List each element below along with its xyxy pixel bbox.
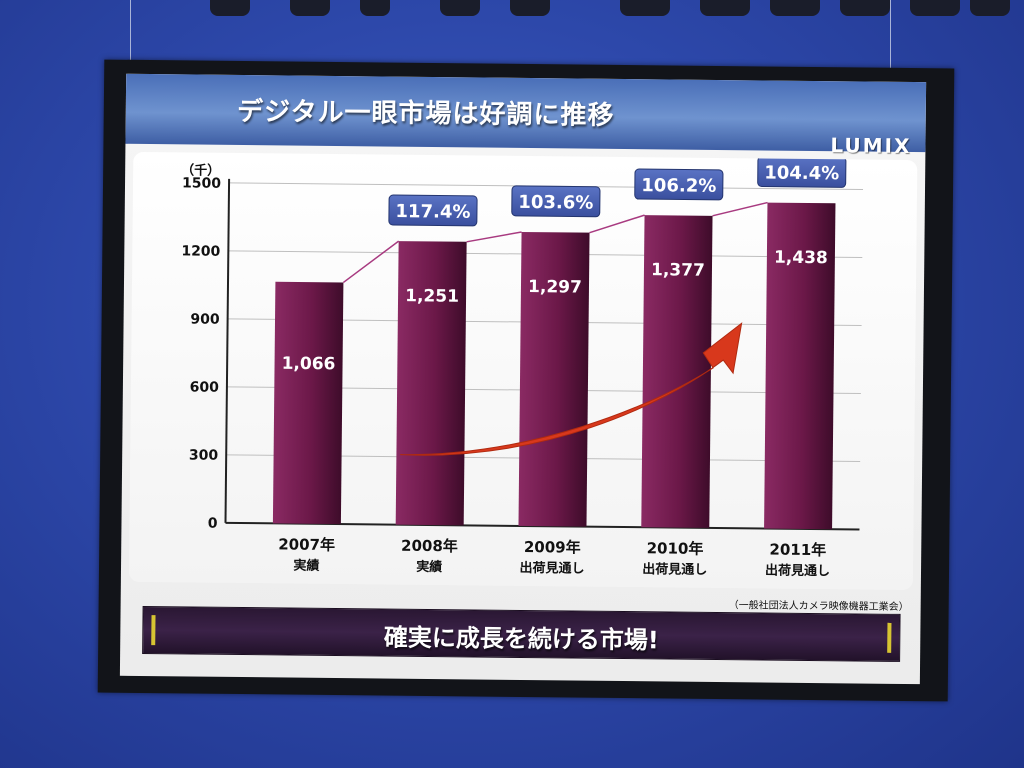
x-tick-year: 2008年 (401, 537, 458, 556)
x-tick-year: 2010年 (647, 539, 704, 558)
stage-light-icon (440, 0, 480, 16)
hanging-wire (130, 0, 131, 60)
trend-connector (466, 231, 522, 243)
stage-light-icon (910, 0, 960, 16)
stage-light-icon (620, 0, 670, 16)
x-tick-sub: 実績 (293, 558, 319, 574)
projection-screen: デジタル一眼市場は好調に推移 LUMIX （千） 1500 1200 900 600 30… (97, 59, 955, 702)
footer-accent-right (887, 622, 892, 653)
y-tick-label: 300 (189, 447, 219, 463)
growth-label: 103.6% (518, 192, 593, 214)
bar-value-label: 1,297 (528, 277, 582, 298)
stage-light-icon (840, 0, 890, 16)
y-tick-label: 600 (190, 379, 220, 395)
stage-light-icon (210, 0, 250, 16)
x-tick-sub: 実績 (416, 559, 442, 575)
bar-chart: （千）1500 1200 900 600 300 0 1,066 1,251 1,297 1,37… (181, 156, 864, 580)
bar (641, 215, 713, 528)
x-tick-year: 2007年 (278, 535, 335, 554)
y-unit-label: （千） (181, 162, 220, 178)
x-tick-sub: 出荷見通し (642, 561, 707, 578)
trend-connector (342, 240, 400, 284)
growth-badge (634, 168, 724, 201)
brand-logo: LUMIX (830, 133, 912, 159)
slide-title-bar: デジタル一眼市場は好調に推移 LUMIX (125, 73, 927, 158)
footer-banner: 確実に成長を続ける市場! (142, 605, 901, 662)
x-tick-year: 2009年 (524, 538, 581, 557)
ceiling-rig (0, 0, 1024, 22)
stage-light-icon (770, 0, 820, 16)
bar (395, 241, 467, 526)
bar-value-label: 1,066 (282, 354, 336, 375)
stage-light-icon (360, 0, 390, 16)
y-tick-label: 900 (190, 311, 220, 327)
bar-value-label: 1,438 (774, 248, 828, 269)
source-note: （一般社団法人カメラ映像機器工業会） (728, 600, 909, 614)
bar-value-label: 1,377 (651, 260, 705, 281)
trend-connector (589, 214, 645, 234)
stage-light-icon (970, 0, 1010, 16)
presentation-slide: デジタル一眼市場は好調に推移 LUMIX （千） 1500 1200 900 600 30… (119, 73, 927, 685)
x-tick-sub: 出荷見通し (519, 560, 584, 577)
growth-label: 106.2% (641, 175, 716, 197)
chart-panel: （千） 1500 1200 900 600 300 0 1,066 1,251 1,297 1,37… (128, 151, 918, 591)
slide-title: デジタル一眼市場は好調に推移 (236, 96, 615, 131)
y-tick-label: 0 (208, 516, 218, 532)
trend-connector (712, 201, 768, 217)
growth-badge (388, 194, 478, 227)
bar (272, 281, 344, 525)
trend-arrow-icon (400, 322, 743, 456)
hanging-wire (890, 0, 891, 98)
stage-light-icon (290, 0, 330, 16)
growth-badge (511, 185, 601, 218)
bar (764, 202, 836, 530)
stage-light-icon (700, 0, 750, 16)
y-tick-label: 1200 (181, 243, 220, 259)
bar (518, 231, 590, 527)
bar-value-label: 1,251 (405, 286, 459, 307)
x-tick-sub: 出荷見通し (765, 563, 830, 580)
stage-light-icon (510, 0, 550, 16)
y-tick-label: 1500 (182, 175, 221, 191)
y-axis (224, 178, 231, 523)
growth-label: 104.4% (764, 163, 839, 185)
growth-label: 117.4% (395, 201, 470, 223)
x-tick-year: 2011年 (769, 541, 826, 560)
footer-message: 確実に成長を続ける市場! (383, 623, 659, 655)
